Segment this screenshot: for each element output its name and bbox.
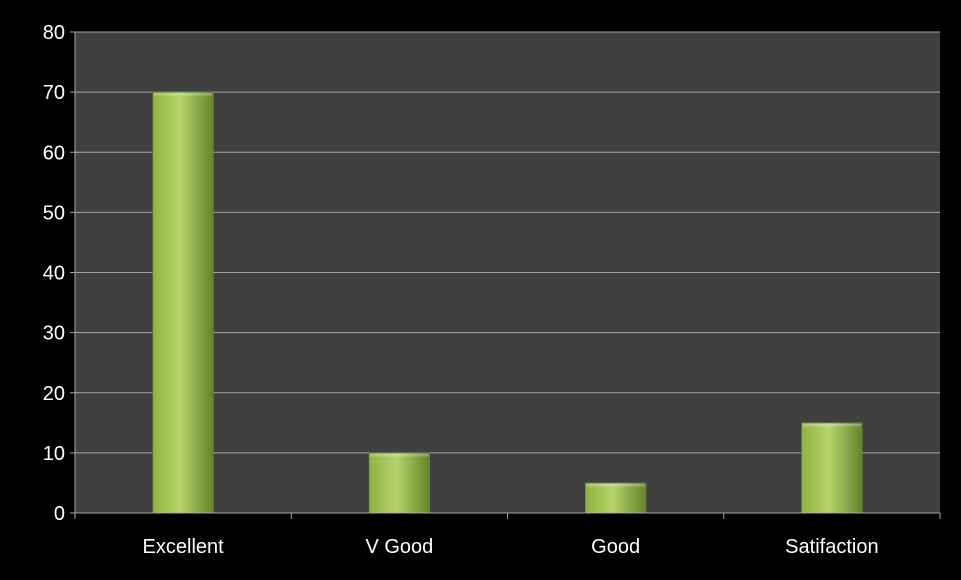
x-tick-label: Excellent (143, 536, 225, 558)
y-axis-tick-labels: 0 10 20 30 40 50 60 70 80 (43, 22, 65, 525)
y-tick-label: 0 (54, 503, 65, 525)
bars (152, 91, 863, 514)
bar-highlight (586, 483, 645, 488)
x-tick-label: Good (591, 536, 640, 558)
y-tick-label: 70 (43, 82, 65, 104)
bar-highlight (370, 453, 429, 458)
y-tick-label: 20 (43, 383, 65, 405)
bar-v-good (368, 452, 431, 514)
y-tick-label: 60 (43, 142, 65, 164)
gridlines (75, 31, 940, 454)
bar-highlight (153, 93, 213, 98)
x-axis-tick-labels: Excellent V Good Good Satifaction (143, 536, 879, 558)
bar-highlight (802, 423, 862, 428)
bar-excellent (152, 91, 214, 514)
y-tick-label: 30 (43, 323, 65, 345)
axes (70, 31, 941, 519)
y-tick-label: 40 (43, 263, 65, 285)
x-tick-label: Satifaction (785, 536, 878, 558)
y-tick-label: 80 (43, 22, 65, 44)
x-tick-label: V Good (365, 536, 433, 558)
y-tick-label: 50 (43, 202, 65, 224)
bar-satifaction (801, 422, 863, 514)
y-tick-label: 10 (43, 443, 65, 465)
